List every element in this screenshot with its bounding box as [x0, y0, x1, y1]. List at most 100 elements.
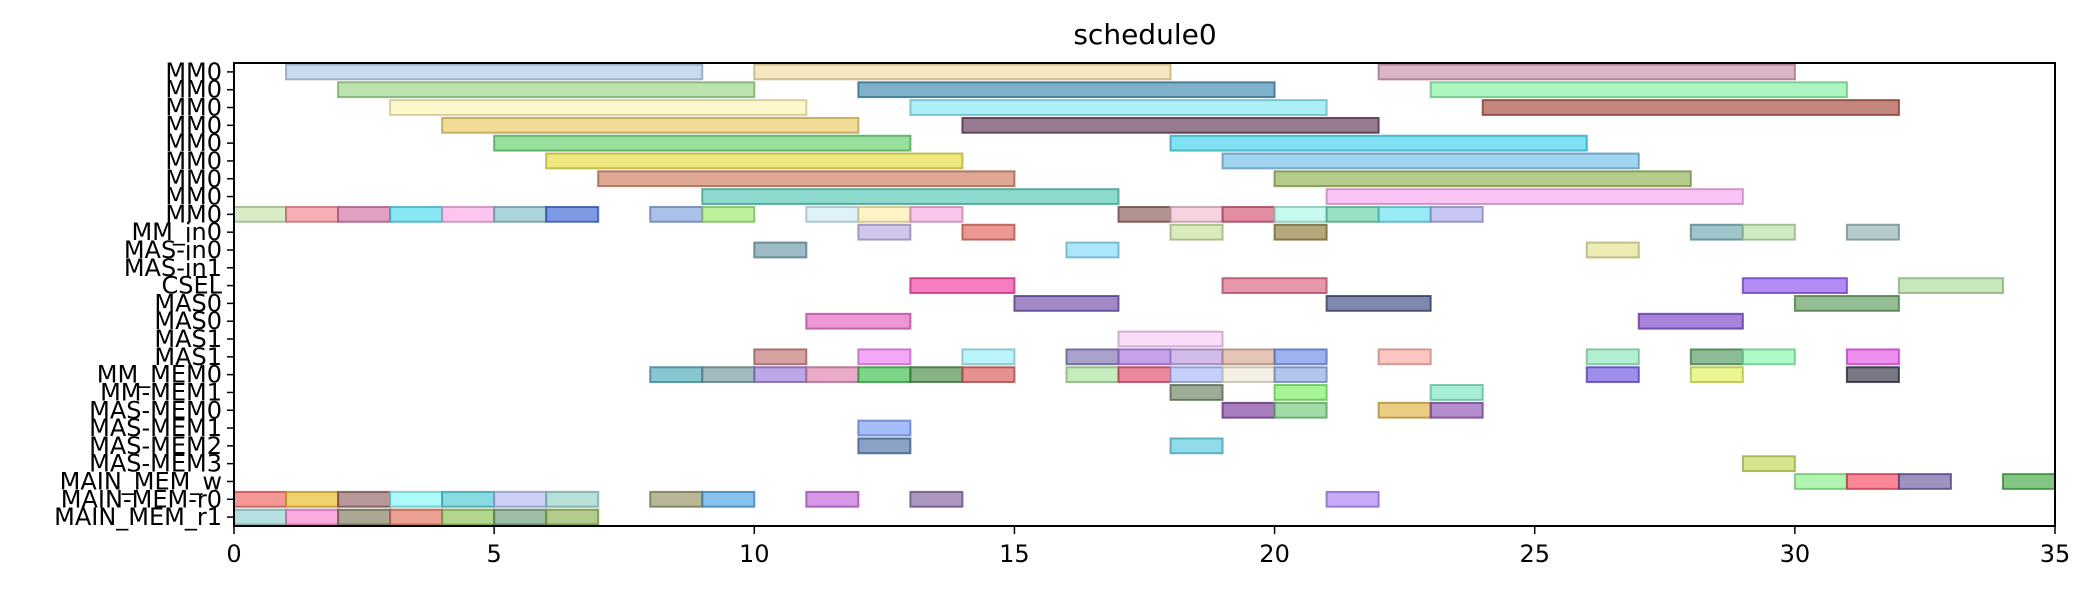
task-bar: [1377, 63, 1796, 81]
task-bar: [1377, 205, 1432, 223]
task-bar: [961, 116, 1380, 134]
task-bar: [1481, 99, 1900, 116]
plot-frame: [233, 62, 2056, 527]
task-bar: [1117, 366, 1172, 384]
y-tick-label: MM0: [165, 111, 222, 139]
y-tick-label: MAS-in1: [124, 254, 222, 282]
task-bar: [805, 205, 860, 223]
task-bar: [1169, 205, 1224, 223]
y-tick-label: MAS1: [154, 325, 222, 353]
task-bar: [441, 205, 496, 223]
task-bar: [1169, 223, 1224, 241]
task-bar: [493, 134, 912, 152]
task-bar: [1585, 241, 1640, 259]
task-bar: [389, 490, 444, 508]
task-bar: [805, 366, 860, 384]
task-bar: [649, 205, 704, 223]
task-bar: [1221, 366, 1276, 384]
task-bar: [285, 508, 340, 526]
task-bar: [597, 170, 1016, 188]
task-bar: [1741, 223, 1796, 241]
x-tick-label: 10: [739, 540, 770, 568]
task-bar: [1845, 473, 1900, 490]
task-bar: [701, 366, 756, 384]
task-bar: [337, 81, 756, 99]
task-bar: [753, 241, 808, 259]
task-bar: [1273, 205, 1328, 223]
task-bar: [1221, 401, 1276, 419]
task-bar: [1221, 152, 1640, 170]
task-bar: [233, 490, 288, 508]
task-bar: [2001, 473, 2057, 490]
task-bar: [337, 205, 392, 223]
task-bar: [753, 348, 808, 366]
task-bar: [389, 205, 444, 223]
x-tick-label: 35: [2040, 540, 2071, 568]
task-bar: [1117, 205, 1172, 223]
task-bar: [1117, 348, 1172, 366]
task-bar: [1741, 348, 1796, 366]
task-bar: [1273, 348, 1328, 366]
x-axis: 0 5 10 15 20 25 30 35: [226, 526, 2070, 568]
y-tick-label: MM0: [165, 76, 222, 104]
task-bar: [1273, 223, 1328, 241]
task-bar: [961, 366, 1016, 384]
task-bar: [1325, 205, 1380, 223]
x-tick-label: 5: [487, 540, 502, 568]
y-tick-label: MM0: [165, 200, 222, 228]
y-tick-label: MAS0: [154, 307, 222, 335]
task-bar: [1585, 348, 1640, 366]
chart-title: schedule0: [1073, 18, 1216, 51]
y-tick-label: MAS-MEM1: [89, 414, 222, 442]
task-bar: [545, 152, 964, 170]
y-tick-label: MM_in0: [131, 218, 222, 246]
task-bar: [1429, 205, 1484, 223]
task-bar: [1221, 277, 1328, 295]
task-bar: [1169, 348, 1224, 366]
task-bar: [493, 490, 548, 508]
task-bar: [1741, 455, 1796, 473]
task-bar: [1585, 366, 1640, 384]
task-bar: [1637, 312, 1744, 330]
y-tick-label: MM_MEM0: [97, 361, 222, 389]
task-bar: [389, 99, 808, 116]
y-tick-label: MAS0: [154, 289, 222, 317]
task-bar: [961, 348, 1016, 366]
x-tick-label: 25: [1519, 540, 1550, 568]
task-bar: [1741, 277, 1848, 295]
task-bar: [1793, 473, 1848, 490]
task-bar: [493, 205, 548, 223]
y-tick-label: MAIN_MEM_r1: [54, 503, 222, 531]
task-bar: [1325, 295, 1432, 312]
y-tick-label: MM0: [165, 183, 222, 211]
task-bar: [493, 508, 548, 526]
task-bar: [961, 223, 1016, 241]
task-bar: [909, 99, 1328, 116]
y-tick-label: MAS-MEM2: [89, 432, 222, 460]
task-bar: [1065, 348, 1120, 366]
task-bar: [1429, 384, 1484, 401]
task-bar: [233, 508, 288, 526]
x-tick-label: 15: [999, 540, 1030, 568]
task-bar: [1013, 295, 1120, 312]
x-tick-label: 30: [1780, 540, 1811, 568]
task-bar: [1273, 384, 1328, 401]
task-bar: [337, 508, 392, 526]
y-tick-label: MM-MEM1: [100, 378, 222, 406]
task-bar: [1065, 366, 1120, 384]
task-bar: [1221, 205, 1276, 223]
task-bar: [1845, 366, 1900, 384]
task-bar: [1897, 473, 1952, 490]
task-bar: [1169, 134, 1588, 152]
y-tick-label: MAIN_MEM_w: [60, 467, 222, 495]
y-tick-label: MAS-in0: [124, 236, 222, 264]
task-bar: [857, 348, 912, 366]
task-bar: [753, 63, 1172, 81]
y-tick-label: MM0: [165, 129, 222, 157]
y-tick-label: MAIN-MEM-r0: [61, 485, 222, 513]
y-tick-label: MM0: [165, 58, 222, 86]
task-bar: [545, 508, 600, 526]
task-bar: [857, 366, 912, 384]
